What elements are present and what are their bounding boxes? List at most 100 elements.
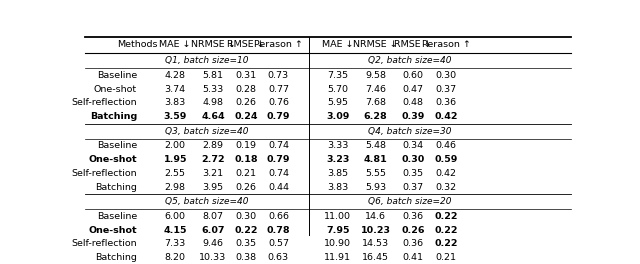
Text: 10.23: 10.23	[360, 225, 390, 235]
Text: 0.44: 0.44	[268, 183, 289, 192]
Text: 4.15: 4.15	[163, 225, 187, 235]
Text: 5.55: 5.55	[365, 169, 386, 178]
Text: 0.39: 0.39	[402, 112, 425, 121]
Text: 0.18: 0.18	[234, 155, 258, 164]
Text: 3.59: 3.59	[164, 112, 187, 121]
Text: One-shot: One-shot	[94, 84, 137, 93]
Text: 3.09: 3.09	[326, 112, 349, 121]
Text: 5.93: 5.93	[365, 183, 386, 192]
Text: 0.30: 0.30	[435, 71, 456, 80]
Text: 0.57: 0.57	[268, 239, 289, 248]
Text: RMSE ↓: RMSE ↓	[394, 40, 432, 49]
Text: 0.42: 0.42	[435, 112, 458, 121]
Text: 1.95: 1.95	[163, 155, 187, 164]
Text: 0.22: 0.22	[435, 212, 458, 221]
Text: 0.22: 0.22	[234, 225, 258, 235]
Text: 0.36: 0.36	[435, 98, 456, 107]
Text: 0.74: 0.74	[268, 169, 289, 178]
Text: 0.36: 0.36	[403, 212, 424, 221]
Text: 0.26: 0.26	[236, 98, 257, 107]
Text: 0.37: 0.37	[435, 84, 456, 93]
Text: 2.98: 2.98	[164, 183, 186, 192]
Text: 0.79: 0.79	[267, 155, 290, 164]
Text: 10.33: 10.33	[199, 253, 227, 262]
Text: One-shot: One-shot	[88, 155, 137, 164]
Text: Baseline: Baseline	[97, 141, 137, 150]
Text: 14.53: 14.53	[362, 239, 389, 248]
Text: 3.85: 3.85	[327, 169, 349, 178]
Text: 0.26: 0.26	[401, 225, 425, 235]
Text: 5.48: 5.48	[365, 141, 386, 150]
Text: 0.38: 0.38	[236, 253, 257, 262]
Text: 2.89: 2.89	[202, 141, 223, 150]
Text: NRMSE ↓: NRMSE ↓	[191, 40, 236, 49]
Text: 7.33: 7.33	[164, 239, 186, 248]
Text: Batching: Batching	[95, 183, 137, 192]
Text: 8.20: 8.20	[164, 253, 186, 262]
Text: MAE ↓: MAE ↓	[159, 40, 191, 49]
Text: 5.33: 5.33	[202, 84, 223, 93]
Text: 0.46: 0.46	[436, 141, 456, 150]
Text: 6.07: 6.07	[201, 225, 225, 235]
Text: MAE ↓: MAE ↓	[322, 40, 354, 49]
Text: 2.72: 2.72	[201, 155, 225, 164]
Text: 0.36: 0.36	[403, 239, 424, 248]
Text: 0.77: 0.77	[268, 84, 289, 93]
Text: 3.95: 3.95	[202, 183, 223, 192]
Text: 3.74: 3.74	[164, 84, 186, 93]
Text: 16.45: 16.45	[362, 253, 389, 262]
Text: 7.68: 7.68	[365, 98, 386, 107]
Text: 6.00: 6.00	[164, 212, 186, 221]
Text: 0.41: 0.41	[403, 253, 424, 262]
Text: 6.28: 6.28	[364, 112, 387, 121]
Text: Perason ↑: Perason ↑	[422, 40, 470, 49]
Text: 0.48: 0.48	[403, 98, 424, 107]
Text: Q6, batch size=20: Q6, batch size=20	[368, 197, 452, 206]
Text: 0.26: 0.26	[236, 183, 257, 192]
Text: Q1, batch size=10: Q1, batch size=10	[164, 56, 248, 65]
Text: NRMSE ↓: NRMSE ↓	[353, 40, 398, 49]
Text: 4.64: 4.64	[201, 112, 225, 121]
Text: 8.07: 8.07	[202, 212, 223, 221]
Text: 0.21: 0.21	[236, 169, 257, 178]
Text: Q3, batch size=40: Q3, batch size=40	[164, 127, 248, 136]
Text: 0.74: 0.74	[268, 141, 289, 150]
Text: 3.23: 3.23	[326, 155, 349, 164]
Text: 9.58: 9.58	[365, 71, 386, 80]
Text: Batching: Batching	[90, 112, 137, 121]
Text: 0.21: 0.21	[436, 253, 456, 262]
Text: 2.55: 2.55	[164, 169, 186, 178]
Text: 0.76: 0.76	[268, 98, 289, 107]
Text: 0.37: 0.37	[403, 183, 424, 192]
Text: 4.28: 4.28	[164, 71, 186, 80]
Text: 7.35: 7.35	[327, 71, 349, 80]
Text: 0.32: 0.32	[435, 183, 456, 192]
Text: 3.33: 3.33	[327, 141, 349, 150]
Text: 0.60: 0.60	[403, 71, 424, 80]
Text: 7.95: 7.95	[326, 225, 349, 235]
Text: 0.30: 0.30	[236, 212, 257, 221]
Text: One-shot: One-shot	[88, 225, 137, 235]
Text: 5.70: 5.70	[328, 84, 348, 93]
Text: 11.00: 11.00	[324, 212, 351, 221]
Text: 5.95: 5.95	[328, 98, 348, 107]
Text: Methods: Methods	[116, 40, 157, 49]
Text: 10.90: 10.90	[324, 239, 351, 248]
Text: Baseline: Baseline	[97, 212, 137, 221]
Text: RMSE ↓: RMSE ↓	[227, 40, 265, 49]
Text: 3.83: 3.83	[327, 183, 349, 192]
Text: 0.35: 0.35	[236, 239, 257, 248]
Text: 0.24: 0.24	[234, 112, 258, 121]
Text: 0.47: 0.47	[403, 84, 424, 93]
Text: Q4, batch size=30: Q4, batch size=30	[368, 127, 452, 136]
Text: 0.63: 0.63	[268, 253, 289, 262]
Text: 0.30: 0.30	[402, 155, 425, 164]
Text: Batching: Batching	[95, 253, 137, 262]
Text: 11.91: 11.91	[324, 253, 351, 262]
Text: Self-reflection: Self-reflection	[72, 98, 137, 107]
Text: Baseline: Baseline	[97, 71, 137, 80]
Text: 0.31: 0.31	[236, 71, 257, 80]
Text: 14.6: 14.6	[365, 212, 386, 221]
Text: 0.22: 0.22	[435, 225, 458, 235]
Text: 0.42: 0.42	[436, 169, 456, 178]
